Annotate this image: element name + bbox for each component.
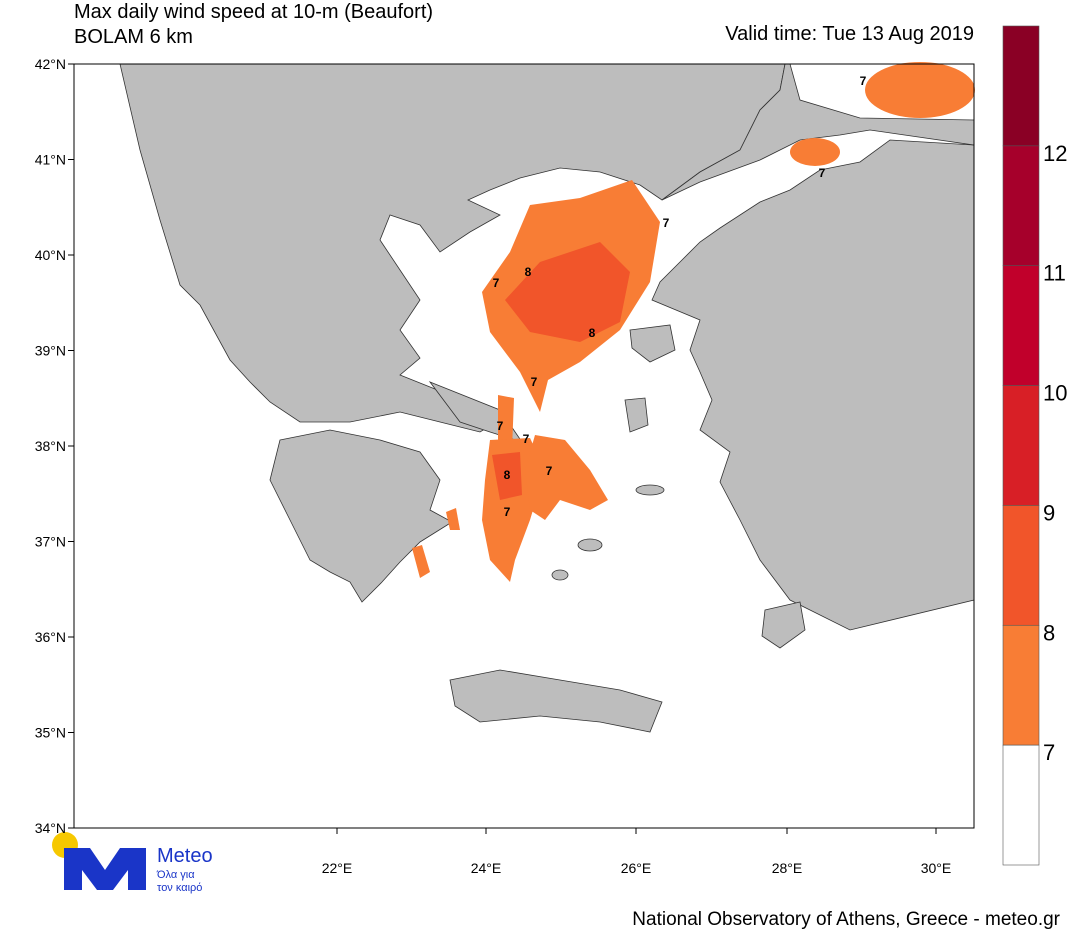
- colorbar-label: 9: [1043, 500, 1055, 525]
- crete: [449, 669, 663, 733]
- lat-label: 37°N: [35, 534, 66, 550]
- logo-mark: [64, 848, 146, 890]
- island: [635, 484, 665, 496]
- title: Max daily wind speed at 10-m (Beaufort): [74, 1, 433, 23]
- subtitle: BOLAM 6 km: [74, 26, 193, 48]
- lat-label: 35°N: [35, 725, 66, 741]
- footer: National Observatory of Athens, Greece -…: [632, 909, 1060, 930]
- chios: [624, 397, 649, 433]
- valid-time: Valid time: Tue 13 Aug 2019: [725, 23, 974, 45]
- lon-label: 28°E: [772, 860, 803, 876]
- logo: Meteo Όλα για τον καιρό: [52, 832, 213, 894]
- lat-label: 38°N: [35, 438, 66, 454]
- contour-label: 7: [497, 419, 504, 433]
- colorbar-label: 12: [1043, 141, 1067, 166]
- wind-area: [492, 452, 522, 500]
- island: [551, 569, 569, 581]
- colorbar-swatch: [1002, 265, 1040, 386]
- map: 7 7 7 7 8 8 7 7 7 8 7 7: [73, 62, 975, 829]
- lon-label: 30°E: [921, 860, 952, 876]
- lat-label: 42°N: [35, 56, 66, 72]
- lat-label: 40°N: [35, 247, 66, 263]
- colorbar-label: 7: [1043, 740, 1055, 765]
- lat-label: 41°N: [35, 152, 66, 168]
- contour-label: 8: [504, 468, 511, 482]
- logo-tagline: τον καιρό: [157, 882, 202, 894]
- colorbar-swatch: [1002, 385, 1040, 506]
- wind-area: [446, 508, 460, 530]
- colorbar-swatch: [1002, 25, 1040, 147]
- thrace: [661, 63, 975, 201]
- contour-label: 8: [525, 265, 532, 279]
- contour-label: 7: [546, 464, 553, 478]
- lat-label: 39°N: [35, 343, 66, 359]
- balkans: [119, 63, 786, 433]
- wind-area: [498, 395, 514, 450]
- lon-label: 22°E: [322, 860, 353, 876]
- wind-area: [505, 242, 630, 342]
- lon-label: 26°E: [621, 860, 652, 876]
- turkey: [651, 139, 975, 631]
- logo-name: Meteo: [157, 845, 213, 867]
- wind-area: [790, 138, 840, 166]
- lon-label: 24°E: [471, 860, 502, 876]
- contour-label: 7: [493, 276, 500, 290]
- colorbar: 12 11 10 9 8 7: [1002, 25, 1067, 866]
- colorbar-label: 11: [1043, 261, 1066, 286]
- lesvos: [629, 324, 676, 363]
- logo-tagline: Όλα για: [156, 869, 195, 881]
- contour-label: 7: [663, 216, 670, 230]
- wind-area: [525, 435, 608, 520]
- contour-label: 7: [819, 166, 826, 180]
- contour-label: 7: [523, 432, 530, 446]
- colorbar-swatch: [1002, 744, 1040, 866]
- wind-area: [865, 62, 975, 118]
- contour-label: 8: [589, 326, 596, 340]
- colorbar-swatch: [1002, 624, 1040, 746]
- lat-label: 36°N: [35, 629, 66, 645]
- wind-area: [412, 545, 430, 578]
- colorbar-swatch: [1002, 505, 1040, 626]
- colorbar-swatch: [1002, 145, 1040, 267]
- contour-label: 7: [504, 505, 511, 519]
- lat-label: 34°N: [35, 820, 66, 836]
- peloponnese: [269, 429, 453, 603]
- contour-label: 7: [531, 375, 538, 389]
- island: [577, 538, 603, 552]
- contour-label: 7: [860, 74, 867, 88]
- colorbar-label: 10: [1043, 381, 1067, 406]
- rhodes: [761, 601, 806, 649]
- colorbar-label: 8: [1043, 620, 1055, 645]
